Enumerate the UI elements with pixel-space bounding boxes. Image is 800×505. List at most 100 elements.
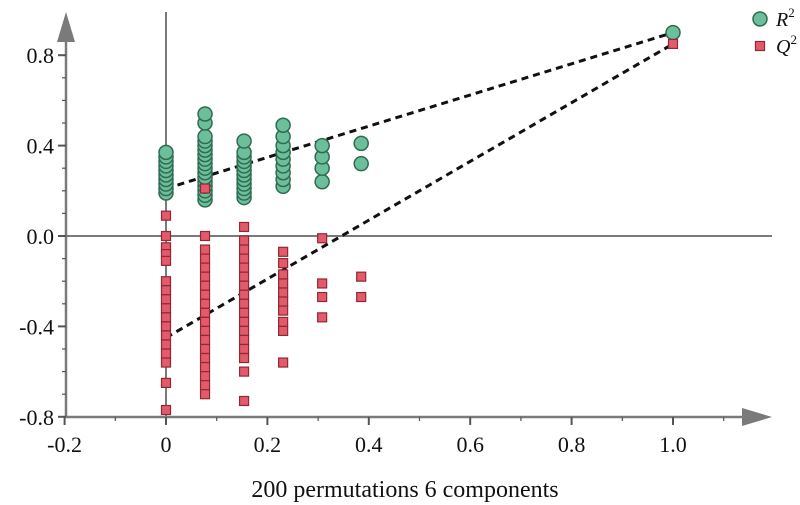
point-q2 [278,357,289,368]
y-tick-label: -0.4 [19,314,54,339]
point-q2 [160,357,172,368]
point-q2 [199,271,211,282]
point-q2 [199,334,211,346]
point-q2 [199,289,211,300]
legend-superscript: 2 [790,32,797,47]
point-q2 [317,291,328,303]
point-r2 [158,144,174,161]
point-r2 [314,174,330,190]
point-q2 [160,210,172,221]
y-tick-label: 0.4 [27,134,55,159]
axis-ticks: -0.8 -0.4 0.0 0.4 0.8 -0.2 0 0.2 0.4 0.6 0.8 1.0 [19,43,725,457]
point-q2 [199,307,211,318]
point-q2 [238,307,250,318]
point-q2 [199,389,211,400]
point-q2 [278,305,289,316]
point-r2 [236,133,252,149]
point-q2 [238,325,250,337]
point-q2 [238,352,250,364]
point-q2 [199,230,211,242]
point-q2 [199,325,211,337]
point-q2 [238,253,250,264]
point-q2 [278,296,289,307]
point-q2 [238,262,250,273]
point-q2 [238,244,250,255]
point-r2 [275,117,291,134]
point-q2 [199,380,211,391]
point-q2 [199,244,211,255]
x-tick-label: 0.6 [456,432,484,457]
legend-square-icon [754,40,766,52]
point-q2 [199,298,211,309]
point-q2 [238,316,250,327]
point-q2 [199,280,211,291]
point-q2 [199,253,211,264]
x-tick-label: 0.4 [355,432,383,457]
legend-superscript: 2 [788,5,795,20]
point-q2 [238,235,250,246]
point-q2 [356,291,367,303]
point-q2 [238,395,250,407]
point-q2 [199,352,211,364]
point-q2 [199,361,211,373]
legend-item-r: R2 [752,5,795,31]
point-q2 [160,276,172,287]
y-tick-label: 0.0 [27,224,55,249]
point-q2 [160,339,172,350]
point-q2 [160,255,172,266]
regression-line-q [165,42,674,339]
point-r2 [353,155,369,172]
legend-label: Q2 [776,32,797,58]
point-r2 [665,24,681,41]
point-q2 [278,316,289,327]
series-r [158,24,681,208]
point-q2 [199,316,211,327]
point-q2 [160,294,172,305]
x-tick-label: 0 [161,432,172,457]
legend-label: R2 [775,5,795,31]
point-q2 [160,312,172,323]
point-q2 [199,343,211,355]
point-q2 [278,278,289,289]
series-q [160,38,679,416]
point-q2 [160,285,172,296]
point-r2 [197,128,213,145]
point-q2 [199,262,211,273]
x-axis-label: 200 permutations 6 components [251,477,558,503]
x-tick-label: -0.2 [47,432,82,457]
point-q2 [199,371,211,382]
point-q2 [199,183,211,194]
point-q2 [160,348,172,359]
x-tick-label: 0.2 [254,432,282,457]
point-q2 [317,233,328,244]
point-q2 [160,404,172,416]
point-q2 [160,377,172,388]
point-q2 [160,321,172,332]
y-axis-arrow-icon [57,12,75,42]
y-tick-label: -0.8 [19,405,54,430]
point-q2 [238,343,250,355]
point-q2 [667,38,679,50]
legend-circle-icon [752,11,768,27]
x-tick-label: 1.0 [659,432,687,457]
point-r2 [314,137,330,154]
x-tick-label: 0.8 [558,432,586,457]
point-q2 [160,230,172,242]
point-q2 [278,258,289,269]
point-q2 [356,271,367,282]
data-points [158,24,681,416]
point-q2 [238,298,250,309]
legend-item-q: Q2 [754,32,797,58]
point-r2 [353,135,369,152]
point-q2 [317,312,328,323]
point-q2 [238,334,250,346]
x-axis-arrow-icon [742,408,772,426]
point-q2 [238,280,250,291]
point-q2 [238,366,250,377]
point-r2 [197,106,213,122]
point-q2 [278,325,289,337]
point-q2 [278,246,289,257]
point-q2 [160,303,172,314]
